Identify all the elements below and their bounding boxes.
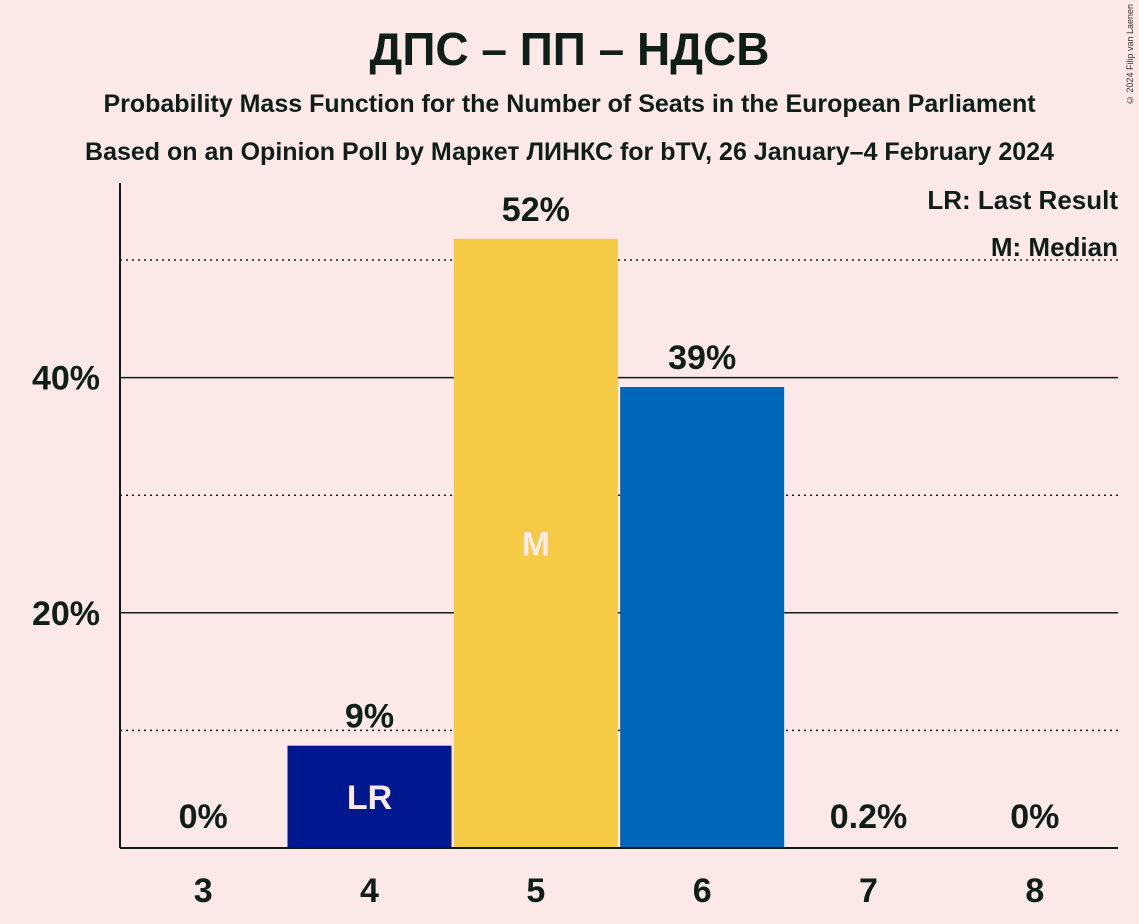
data-label-5: 52% [502,191,570,229]
legend-median: M: Median [991,232,1118,262]
data-label-3: 0% [179,798,228,836]
chart-subtitle: Probability Mass Function for the Number… [103,90,1036,118]
legend-last-result: LR: Last Result [927,185,1118,215]
x-tick-4: 4 [360,872,379,910]
bar-marker-lr: LR [347,779,392,817]
y-tick-40: 40% [32,360,100,398]
chart-title: ДПС – ПП – НДСВ [369,23,770,75]
bar-marker-m: M [522,525,550,563]
bar-6 [620,387,785,848]
x-tick-7: 7 [859,872,878,910]
x-tick-5: 5 [526,872,545,910]
data-label-7: 0.2% [830,798,908,836]
data-label-8: 0% [1010,798,1059,836]
bar-4 [287,745,452,848]
bar-5 [453,238,618,848]
data-label-6: 39% [668,339,736,377]
chart-subtitle-poll: Based on an Opinion Poll by Маркет ЛИНКС… [85,138,1054,166]
x-tick-3: 3 [194,872,213,910]
data-label-4: 9% [345,698,394,736]
x-tick-8: 8 [1025,872,1044,910]
y-tick-20: 20% [32,595,100,633]
x-tick-6: 6 [693,872,712,910]
